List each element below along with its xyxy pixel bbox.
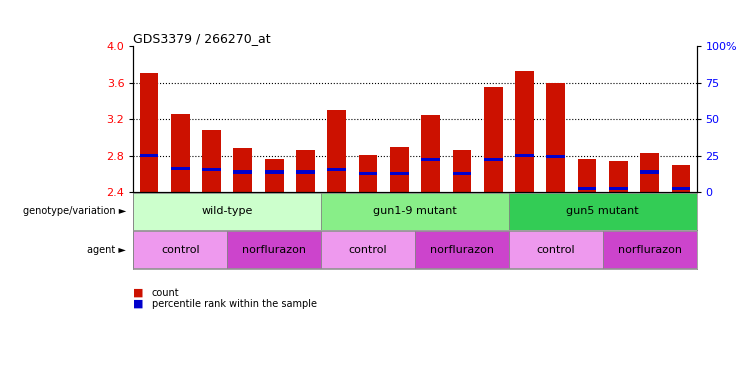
Bar — [453, 150, 471, 192]
Text: count: count — [152, 288, 179, 298]
Bar — [515, 71, 534, 192]
Text: GDS3379 / 266270_at: GDS3379 / 266270_at — [133, 32, 271, 45]
Bar — [546, 155, 565, 158]
Bar — [609, 161, 628, 192]
Bar — [328, 167, 346, 171]
Bar — [602, 231, 697, 268]
Bar — [321, 193, 509, 230]
Bar — [328, 110, 346, 192]
Bar — [421, 115, 440, 192]
Bar — [578, 159, 597, 192]
Bar — [390, 147, 409, 192]
Bar — [578, 187, 597, 190]
Text: gun1-9 mutant: gun1-9 mutant — [373, 206, 457, 216]
Bar — [139, 73, 159, 192]
Bar — [509, 193, 697, 230]
Text: genotype/variation ►: genotype/variation ► — [23, 206, 126, 216]
Bar — [202, 167, 221, 171]
Bar — [233, 170, 252, 174]
Text: ■: ■ — [133, 299, 144, 309]
Bar — [515, 154, 534, 157]
Bar — [546, 83, 565, 192]
Text: norflurazon: norflurazon — [242, 245, 306, 255]
Bar — [640, 153, 659, 192]
Text: wild-type: wild-type — [202, 206, 253, 216]
Bar — [265, 159, 284, 192]
Bar — [421, 157, 440, 161]
Bar — [321, 231, 415, 268]
Bar — [296, 150, 315, 192]
Bar — [227, 231, 321, 268]
Bar — [133, 231, 227, 268]
Bar — [453, 172, 471, 175]
Bar — [171, 167, 190, 170]
Bar — [415, 231, 509, 268]
Bar — [233, 148, 252, 192]
Bar — [171, 114, 190, 192]
Bar — [609, 187, 628, 190]
Bar — [296, 170, 315, 174]
Bar — [640, 170, 659, 174]
Bar — [265, 170, 284, 174]
Bar — [359, 155, 377, 192]
Bar — [671, 165, 691, 192]
Text: agent ►: agent ► — [87, 245, 126, 255]
Bar — [484, 157, 502, 161]
Text: ■: ■ — [133, 288, 144, 298]
Bar — [133, 193, 321, 230]
Text: gun5 mutant: gun5 mutant — [566, 206, 639, 216]
Bar — [390, 172, 409, 175]
Bar — [359, 172, 377, 175]
Text: percentile rank within the sample: percentile rank within the sample — [152, 299, 317, 309]
Text: control: control — [349, 245, 388, 255]
Bar — [671, 187, 691, 190]
Bar — [484, 87, 502, 192]
Text: norflurazon: norflurazon — [430, 245, 494, 255]
Text: norflurazon: norflurazon — [617, 245, 682, 255]
Text: control: control — [161, 245, 199, 255]
Bar — [509, 231, 602, 268]
Text: control: control — [536, 245, 575, 255]
Bar — [139, 154, 159, 157]
Bar — [202, 130, 221, 192]
